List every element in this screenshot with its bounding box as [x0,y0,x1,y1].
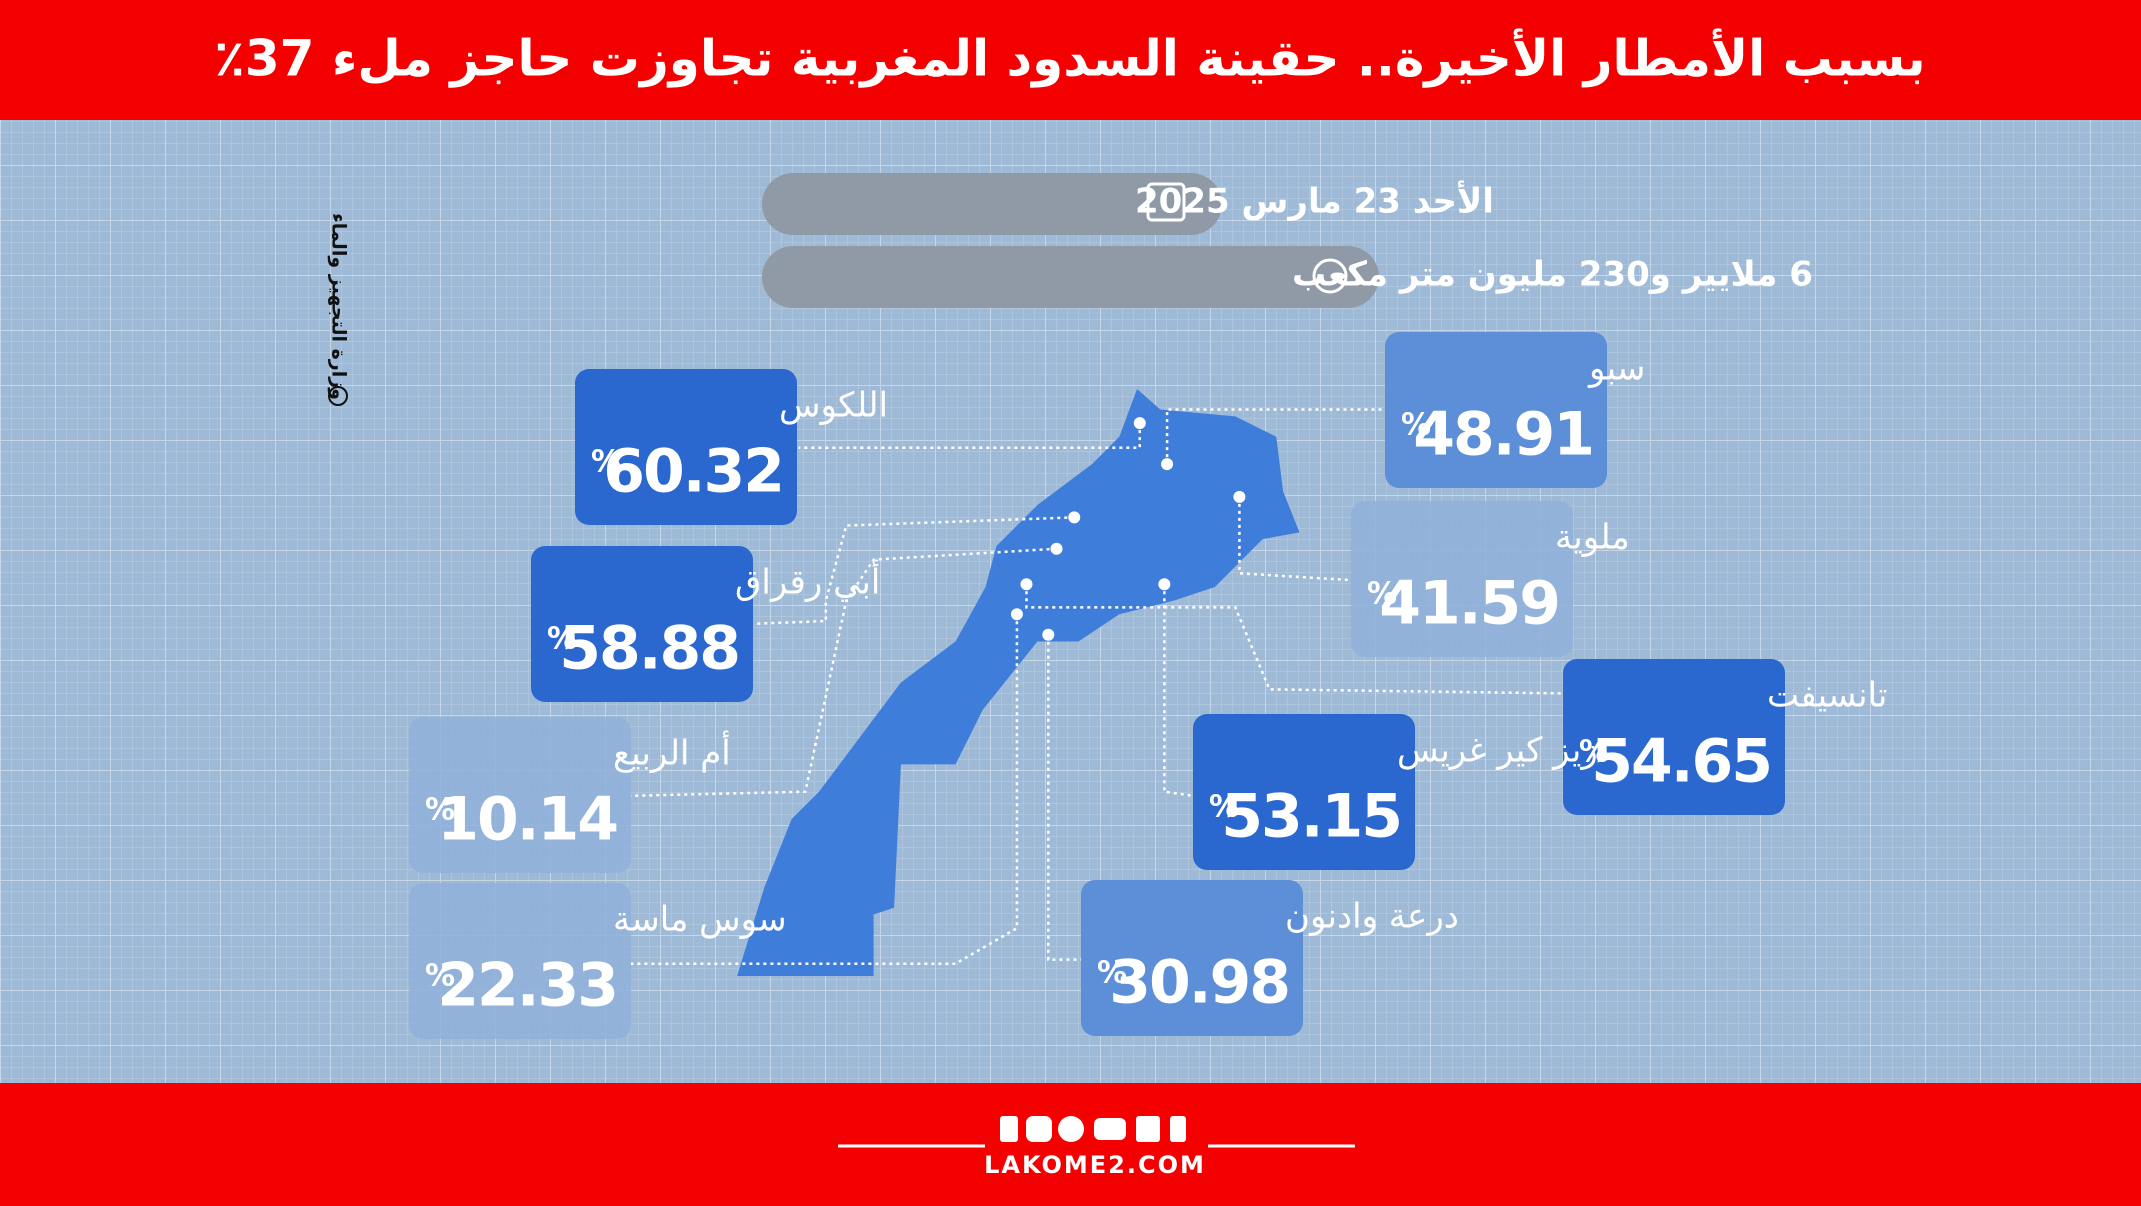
weather-icon [1312,258,1348,294]
basin-value: 41.59 [1379,569,1559,639]
basin-name: تانسيفت [1767,676,1887,716]
connector [1163,584,1194,798]
basin-box [1081,880,1303,1036]
basin-box [1193,714,1415,870]
basin-value: 58.88 [559,614,739,684]
source: وزارة التجهيز والماء [328,213,350,400]
date: الأحد 23 مارس 2025 [1135,180,1494,222]
basin-unit: % [1367,577,1397,612]
volume: 6 ملايير و230 مليون متر مكعب [1292,255,1813,295]
basin-unit: % [591,445,621,480]
basin-box [575,369,797,525]
connector [1047,634,1082,961]
site-dot [1158,578,1171,591]
basin-value: 48.91 [1413,400,1593,470]
date-pill [762,173,1222,235]
basin-value: 10.14 [437,785,617,855]
basin-name: أم الربيع [613,731,731,774]
basin-box [1385,332,1607,488]
basin-unit: % [1209,790,1239,825]
connectors [630,408,1563,965]
basin-box [1351,501,1573,657]
basin-unit: % [1579,735,1609,770]
volume-pill [762,246,1379,308]
basin-value: 54.65 [1591,727,1771,797]
social-icons [1000,1116,1186,1142]
site-dot [1050,542,1063,555]
site-dot [1233,490,1246,503]
map [737,389,1300,976]
basin-unit: % [547,622,577,657]
basin-unit: % [1097,956,1127,991]
basin-unit: % [425,959,455,994]
basin-value: 30.98 [1109,948,1289,1018]
basin-value: 53.15 [1221,782,1401,852]
connector [630,547,1057,798]
basin-name: زيز كير غريس [1397,731,1598,771]
connector [798,423,1142,449]
basin-box [531,546,753,702]
footer-bar [0,1083,2141,1206]
site: LAKOME2.COM [984,1151,1206,1179]
basin-name: أبي رقراق [735,560,880,603]
title: بسبب الأمطار الأخيرة.. حقينة السدود المغ… [214,28,1925,89]
globe-icon [328,386,348,406]
basin-box [409,883,631,1039]
basin-name: سوس ماسة [613,900,787,940]
basin-value: 60.32 [603,437,783,507]
basin-name: اللكوس [779,386,888,426]
site-dot [1020,578,1033,591]
basin-unit: % [1401,408,1431,443]
site-dot [1042,628,1055,641]
basin-name: درعة وادنون [1285,897,1459,937]
site-dot [1161,458,1174,471]
connector [1025,584,1563,695]
connector [630,614,1019,965]
header-bar [0,0,2141,120]
basin-name: سبو [1587,349,1645,389]
site-dot [1068,511,1081,524]
site-dot [1133,417,1146,430]
basin-value: 22.33 [437,951,617,1021]
basin-name: ملوية [1555,518,1630,558]
basin-box [1563,659,1785,815]
site-dot [1010,608,1023,621]
basin-box [409,717,631,873]
connector [753,516,1075,626]
basin-unit: % [425,793,455,828]
calendar-icon [1146,182,1186,222]
